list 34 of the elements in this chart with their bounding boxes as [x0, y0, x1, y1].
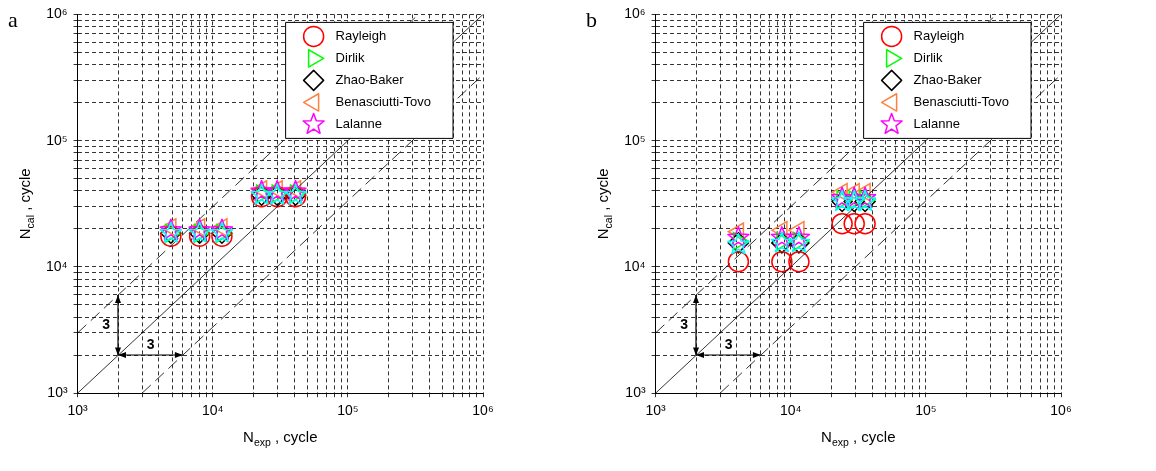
- legend-label: Rayleigh: [913, 27, 965, 43]
- legend-label: Dirlik: [335, 49, 365, 65]
- annotation: 3: [146, 336, 155, 353]
- y-tick-label: 10⁶: [46, 5, 68, 22]
- x-tick-label: 10⁵: [915, 402, 937, 419]
- annotation: 3: [724, 336, 733, 353]
- chart-title: b: [586, 6, 597, 32]
- x-tick-label: 10⁴: [779, 402, 802, 419]
- y-tick-label: 10³: [47, 384, 68, 401]
- y-tick-label: 10⁴: [45, 257, 68, 274]
- x-tick-label: 10⁴: [201, 402, 224, 419]
- x-tick-label: 10³: [67, 402, 89, 419]
- legend-label: Lalanne: [335, 115, 382, 131]
- legend-label: Zhao-Baker: [335, 71, 405, 87]
- y-tick-label: 10⁵: [46, 131, 68, 148]
- legend-label: Dirlik: [913, 49, 943, 65]
- y-axis-title: Ncal , cycle: [15, 168, 36, 240]
- x-tick-label: 10⁶: [1050, 402, 1072, 419]
- legend-label: Benasciutti-Tovo: [335, 93, 432, 109]
- legend-label: Zhao-Baker: [913, 71, 983, 87]
- y-tick-label: 10⁴: [623, 257, 646, 274]
- annotation: 3: [102, 315, 111, 332]
- legend-label: Lalanne: [913, 115, 960, 131]
- legend-label: Rayleigh: [335, 27, 387, 43]
- chart-title: a: [8, 6, 18, 32]
- legend-label: Benasciutti-Tovo: [913, 93, 1010, 109]
- y-axis-title: Ncal , cycle: [593, 168, 614, 240]
- x-tick-label: 10⁶: [472, 402, 494, 419]
- y-tick-label: 10³: [625, 384, 646, 401]
- x-tick-label: 10⁵: [337, 402, 359, 419]
- x-tick-label: 10³: [645, 402, 667, 419]
- annotation: 3: [680, 315, 689, 332]
- y-tick-label: 10⁵: [624, 131, 646, 148]
- y-tick-label: 10⁶: [624, 5, 646, 22]
